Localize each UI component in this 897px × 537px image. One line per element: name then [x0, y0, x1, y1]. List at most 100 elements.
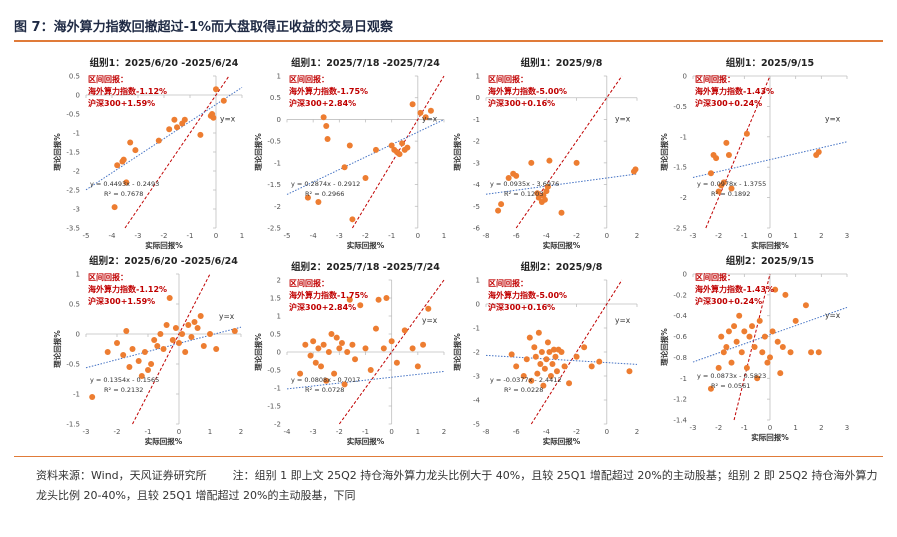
y-tick-label: -0.6 [673, 333, 687, 341]
trend-r2: R² = 0.2132 [104, 386, 143, 394]
chart-title: 组别1：2025/9/15 [726, 57, 814, 69]
data-point [388, 142, 395, 149]
data-point [318, 363, 325, 370]
x-tick-label: 2 [819, 424, 823, 432]
data-point [528, 159, 535, 166]
x-tick-label: -2 [573, 428, 580, 436]
x-tick-label: -1 [145, 428, 152, 436]
y-tick-label: -0.4 [673, 312, 687, 320]
x-axis-label: 实际回报% [543, 240, 581, 250]
y-tick-label: -1.5 [267, 403, 281, 411]
data-point [157, 331, 164, 337]
data-point [541, 196, 548, 203]
data-point [399, 140, 406, 147]
x-tick-label: -2 [715, 424, 722, 432]
data-point [166, 295, 173, 301]
data-point [754, 375, 761, 382]
data-point [297, 370, 304, 377]
y-tick-label: -2 [473, 349, 480, 357]
data-point [723, 139, 730, 146]
y-tick-label: -2.5 [267, 225, 281, 233]
data-point [731, 323, 738, 330]
y-tick-label: -0.5 [267, 367, 281, 375]
note-text: 注：组别 1 即上文 25Q2 持仓海外算力龙头比例大于 40%，且较 25Q1… [36, 469, 878, 502]
x-axis-label: 实际回报% [347, 436, 385, 446]
x-tick-label: 0 [768, 232, 772, 240]
y-tick-label: 0 [683, 73, 687, 81]
data-point [401, 327, 408, 334]
chart-panel-4: 组别1：2025/9/15 -3 -2 -1 0 1 2 3 0 -0.5 -1 -1.5 -2 -2.5… [659, 57, 849, 250]
annotation-line: 沪深300+0.24% [695, 98, 762, 108]
trend-line [286, 370, 445, 390]
x-tick-label: 0 [389, 428, 393, 436]
data-point [154, 343, 161, 349]
data-point [546, 157, 553, 164]
data-point [135, 358, 142, 364]
y-tick-label: -6 [473, 225, 481, 233]
y-tick-label: -3 [473, 159, 480, 167]
trend-equation: y = 0.4493x - 0.2493 [90, 180, 159, 188]
trend-line [85, 86, 243, 191]
chart-panel-3: 组别1：2025/9/8-8 -6 -4 -2 0 210-1-2-3-4-5-6实际回报… [452, 57, 639, 250]
data-point [341, 381, 348, 388]
data-point [741, 328, 748, 335]
annotation-line: 区间回报： [488, 74, 528, 84]
y-tick-label: -1 [680, 133, 687, 141]
data-point [181, 116, 188, 123]
x-tick-label: 0 [605, 232, 609, 240]
data-point [393, 359, 400, 366]
data-point [802, 302, 809, 309]
data-point [808, 349, 815, 356]
annotation-line: 海外算力指数-1.75% [289, 290, 368, 300]
x-tick-label: -6 [513, 232, 521, 240]
data-point [543, 356, 550, 363]
y-tick-label: -2 [274, 421, 281, 429]
data-point [120, 156, 127, 163]
y-tick-label: -2.5 [673, 225, 687, 233]
reference-label: y=x [615, 316, 631, 325]
annotation-line: 区间回报： [488, 278, 528, 288]
trend-equation: y = 0.0978x - 1.3755 [697, 180, 766, 188]
y-tick-label: -5 [473, 203, 480, 211]
x-tick-label: -4 [543, 428, 551, 436]
data-point [531, 344, 538, 351]
trend-equation: y = 0.0808x - 0.7017 [291, 376, 360, 384]
data-point [346, 142, 353, 149]
x-tick-label: -8 [483, 428, 490, 436]
data-point [312, 359, 319, 366]
data-point [769, 328, 776, 335]
y-tick-label: -2 [73, 168, 80, 176]
footer-rule [14, 456, 883, 457]
data-point [349, 341, 356, 348]
reference-line [124, 75, 230, 229]
data-point [160, 346, 167, 352]
data-point [523, 356, 530, 363]
reference-label: y=x [219, 312, 235, 321]
x-tick-label: -5 [83, 232, 90, 240]
data-point [213, 346, 220, 352]
data-point [325, 349, 332, 355]
data-point [362, 345, 369, 352]
data-point [172, 325, 179, 331]
data-point [713, 155, 720, 162]
data-point [728, 185, 735, 192]
data-point [427, 107, 434, 114]
data-point [751, 344, 758, 350]
data-point [566, 380, 573, 387]
y-tick-label: -1 [473, 116, 480, 124]
title-rule [14, 40, 883, 42]
data-point [725, 152, 732, 159]
annotation-line: 海外算力指数-1.43% [695, 284, 774, 294]
reference-label: y=x [422, 115, 438, 124]
annotation-line: 沪深300+0.16% [488, 98, 555, 108]
y-tick-label: -2 [274, 203, 281, 211]
data-point [495, 207, 502, 214]
x-tick-label: 0 [177, 428, 181, 436]
data-point [588, 363, 595, 370]
source-text: 资料来源：Wind，天风证券研究所 [36, 469, 207, 482]
y-tick-label: -1 [73, 391, 80, 399]
x-tick-label: -2 [114, 428, 121, 436]
trend-r2: R² = 0.2966 [305, 190, 344, 198]
y-tick-label: -0.5 [267, 138, 281, 146]
x-tick-label: -3 [336, 232, 343, 240]
